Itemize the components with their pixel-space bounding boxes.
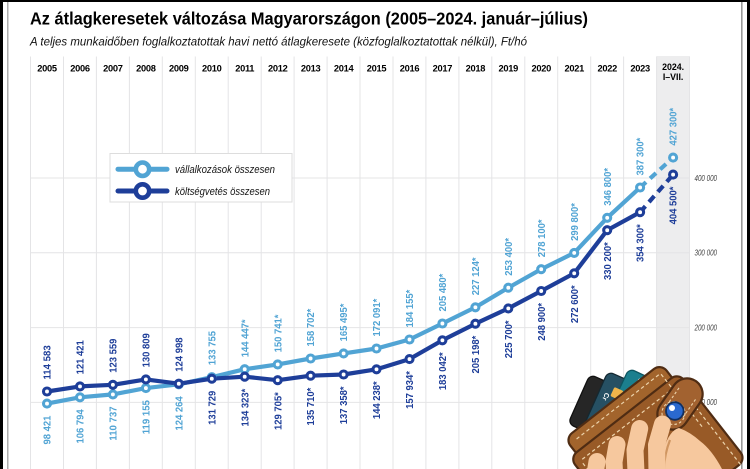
svg-text:300 000: 300 000 [695, 249, 718, 258]
svg-text:158 702*: 158 702* [305, 308, 317, 347]
svg-text:130 809: 130 809 [141, 333, 153, 367]
svg-text:183 042*: 183 042* [437, 351, 449, 390]
svg-text:100 000: 100 000 [695, 398, 718, 407]
svg-text:200 000: 200 000 [694, 323, 718, 332]
svg-text:A teljes munkaidőben foglalkoz: A teljes munkaidőben foglalkoztatottak h… [29, 37, 528, 49]
svg-text:költségvetés összesen: költségvetés összesen [175, 186, 270, 198]
svg-text:387 300*: 387 300* [635, 137, 647, 176]
svg-text:2013: 2013 [301, 64, 321, 74]
svg-text:205 198*: 205 198* [470, 335, 482, 374]
svg-text:2015: 2015 [367, 64, 387, 74]
svg-text:354 300*: 354 300* [635, 223, 647, 262]
svg-text:131 729: 131 729 [206, 391, 218, 425]
svg-text:278 100*: 278 100* [536, 219, 548, 258]
svg-text:2021: 2021 [564, 64, 584, 74]
svg-text:2016: 2016 [400, 64, 420, 74]
svg-text:2008: 2008 [136, 64, 156, 74]
svg-text:137 358*: 137 358* [338, 386, 350, 425]
svg-text:2018: 2018 [466, 64, 486, 74]
svg-text:134 323*: 134 323* [239, 388, 251, 427]
svg-text:2007: 2007 [103, 64, 123, 74]
svg-text:vállalkozások összesen: vállalkozások összesen [175, 164, 275, 176]
svg-text:2023: 2023 [630, 64, 650, 74]
svg-text:299 800*: 299 800* [569, 202, 581, 241]
svg-text:144 447*: 144 447* [239, 319, 251, 358]
svg-text:119 155: 119 155 [141, 400, 153, 434]
svg-text:272 600*: 272 600* [569, 284, 581, 323]
svg-text:172 091*: 172 091* [371, 298, 383, 337]
svg-text:2022: 2022 [597, 64, 617, 74]
svg-text:165 495*: 165 495* [338, 303, 350, 342]
svg-text:2014: 2014 [334, 64, 355, 74]
svg-text:330 200*: 330 200* [602, 241, 614, 280]
svg-text:135 710*: 135 710* [305, 387, 317, 426]
svg-text:346 800*: 346 800* [602, 167, 614, 206]
svg-text:227 124*: 227 124* [470, 257, 482, 296]
svg-text:427 300*: 427 300* [668, 107, 680, 146]
svg-text:121 421: 121 421 [75, 340, 87, 374]
svg-text:205 480*: 205 480* [437, 273, 449, 312]
svg-text:2011: 2011 [235, 64, 254, 74]
svg-text:157 934*: 157 934* [404, 370, 416, 409]
svg-text:248 900*: 248 900* [536, 302, 548, 341]
svg-text:2012: 2012 [268, 64, 288, 74]
svg-text:2019: 2019 [499, 64, 519, 74]
svg-text:114 583: 114 583 [42, 345, 54, 379]
svg-text:I–VII.: I–VII. [663, 72, 684, 82]
svg-text:404 500*: 404 500* [668, 186, 680, 225]
svg-text:110 737: 110 737 [108, 406, 120, 440]
svg-text:225 700*: 225 700* [503, 320, 515, 359]
svg-text:Cr: Cr [600, 391, 610, 401]
svg-text:Az átlagkeresetek változása Ma: Az átlagkeresetek változása Magyarország… [30, 9, 588, 29]
svg-text:2017: 2017 [433, 64, 453, 74]
svg-text:133 755: 133 755 [206, 331, 218, 365]
svg-text:124 998: 124 998 [173, 337, 185, 371]
svg-text:400 000: 400 000 [695, 174, 718, 183]
svg-text:2009: 2009 [169, 64, 189, 74]
svg-text:2005: 2005 [37, 64, 57, 74]
svg-text:2006: 2006 [70, 64, 90, 74]
svg-text:123 559: 123 559 [108, 338, 120, 372]
svg-text:2020: 2020 [531, 64, 551, 74]
svg-text:106 794: 106 794 [75, 409, 87, 443]
svg-text:150 741*: 150 741* [272, 314, 284, 353]
svg-text:2010: 2010 [202, 64, 222, 74]
svg-text:2024.: 2024. [662, 62, 684, 72]
svg-text:144 238*: 144 238* [371, 380, 383, 419]
svg-text:253 400*: 253 400* [503, 237, 515, 276]
svg-text:129 705*: 129 705* [272, 391, 284, 430]
svg-text:98 421: 98 421 [42, 415, 54, 444]
svg-text:124 264: 124 264 [173, 396, 185, 430]
svg-text:184 155*: 184 155* [404, 289, 416, 328]
